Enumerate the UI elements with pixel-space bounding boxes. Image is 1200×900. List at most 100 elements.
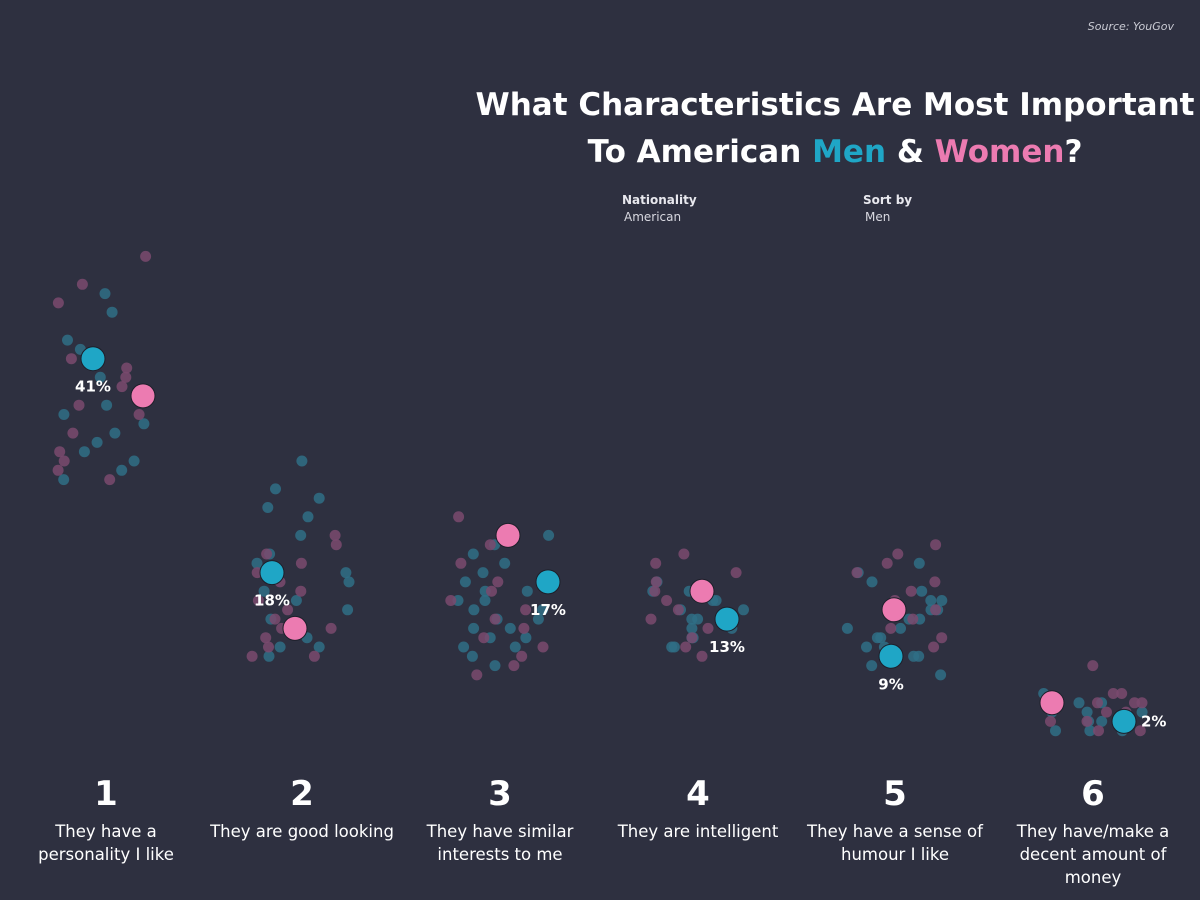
background-women-point[interactable] [851,567,863,579]
background-women-point[interactable] [295,585,307,597]
men-point[interactable] [878,643,904,669]
background-women-point[interactable] [1081,715,1093,727]
background-women-point[interactable] [1093,725,1104,737]
men-point[interactable] [259,560,285,586]
background-women-point[interactable] [308,650,320,662]
background-women-point[interactable] [1045,715,1056,727]
background-men-point[interactable] [1050,725,1061,737]
nationality-filter-value[interactable]: American [624,210,682,224]
background-men-point[interactable] [78,446,90,458]
background-women-point[interactable] [455,557,467,569]
background-women-point[interactable] [892,548,904,560]
background-women-point[interactable] [929,576,941,588]
background-women-point[interactable] [930,539,942,551]
background-women-point[interactable] [486,585,497,597]
background-women-point[interactable] [1136,697,1148,709]
background-women-point[interactable] [1101,706,1112,718]
background-women-point[interactable] [252,595,264,606]
background-women-point[interactable] [261,548,273,560]
background-women-point[interactable] [67,427,79,439]
background-men-point[interactable] [532,613,544,625]
background-women-point[interactable] [120,371,132,383]
background-men-point[interactable] [895,622,906,634]
background-women-point[interactable] [508,660,520,672]
background-men-point[interactable] [274,641,286,653]
background-women-point[interactable] [329,529,341,541]
background-women-point[interactable] [702,622,714,634]
background-women-point[interactable] [1107,688,1119,699]
background-men-point[interactable] [1136,706,1148,718]
background-women-point[interactable] [54,446,66,458]
background-women-point[interactable] [73,399,85,411]
background-men-point[interactable] [1084,725,1096,737]
background-women-point[interactable] [471,669,483,681]
background-women-point[interactable] [907,613,919,625]
background-men-point[interactable] [91,436,103,448]
background-women-point[interactable] [661,595,673,606]
background-men-point[interactable] [686,622,698,634]
background-men-point[interactable] [866,660,878,672]
background-men-point[interactable] [58,474,70,486]
men-point[interactable] [80,346,106,372]
background-women-point[interactable] [133,409,145,420]
background-women-point[interactable] [520,604,532,616]
background-men-point[interactable] [106,306,118,318]
women-point[interactable] [495,522,521,548]
background-men-point[interactable] [466,650,478,662]
women-point[interactable] [1039,690,1065,716]
background-men-point[interactable] [109,427,121,439]
sort-filter[interactable]: Sort by Men [863,192,912,226]
background-men-point[interactable] [116,464,128,476]
background-women-point[interactable] [295,557,307,569]
background-women-point[interactable] [282,604,294,616]
background-men-point[interactable] [477,567,489,579]
background-men-point[interactable] [861,641,872,653]
women-point[interactable] [689,578,715,604]
background-men-point[interactable] [935,669,947,681]
men-point[interactable] [535,569,561,595]
background-women-point[interactable] [52,464,64,476]
background-women-point[interactable] [928,641,940,653]
background-women-point[interactable] [686,632,698,644]
background-men-point[interactable] [479,595,491,606]
background-women-point[interactable] [1087,660,1099,672]
women-point[interactable] [881,597,907,623]
background-men-point[interactable] [467,548,479,560]
background-women-point[interactable] [645,613,657,625]
background-men-point[interactable] [258,585,270,597]
background-women-point[interactable] [492,576,504,588]
background-men-point[interactable] [313,492,325,504]
background-men-point[interactable] [489,660,501,672]
background-men-point[interactable] [468,622,480,634]
background-men-point[interactable] [543,529,555,541]
background-women-point[interactable] [537,641,549,653]
background-women-point[interactable] [650,557,662,569]
men-point[interactable] [1111,708,1137,734]
background-women-point[interactable] [1116,688,1128,699]
background-women-point[interactable] [930,604,942,616]
background-women-point[interactable] [518,622,530,634]
background-women-point[interactable] [269,613,281,625]
background-women-point[interactable] [489,613,501,625]
background-women-point[interactable] [325,622,337,634]
background-men-point[interactable] [296,455,308,467]
background-men-point[interactable] [866,576,878,588]
background-women-point[interactable] [260,632,272,644]
background-men-point[interactable] [913,650,925,662]
background-men-point[interactable] [520,632,532,644]
background-men-point[interactable] [692,613,704,625]
background-men-point[interactable] [468,604,480,616]
background-women-point[interactable] [696,650,708,662]
background-women-point[interactable] [484,539,496,551]
background-women-point[interactable] [330,539,342,551]
background-women-point[interactable] [478,632,490,644]
background-men-point[interactable] [290,595,302,606]
background-women-point[interactable] [263,641,274,653]
background-women-point[interactable] [885,622,897,634]
background-men-point[interactable] [295,529,307,541]
background-men-point[interactable] [58,409,70,420]
background-men-point[interactable] [537,604,549,616]
background-women-point[interactable] [905,585,917,597]
background-men-point[interactable] [1096,715,1108,727]
background-women-point[interactable] [1134,725,1146,737]
